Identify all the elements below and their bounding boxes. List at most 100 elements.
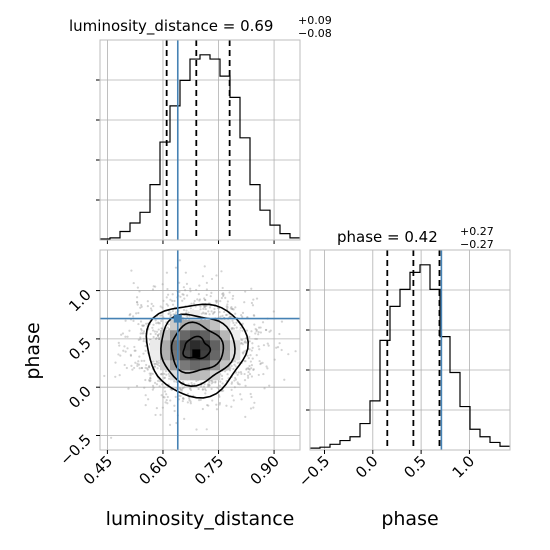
sample-point (156, 333, 160, 337)
sample-point (151, 384, 155, 387)
sample-point (229, 315, 232, 318)
sample-point (150, 372, 153, 375)
sample-point (148, 366, 151, 369)
title-phase: phase = 0.42 (337, 228, 438, 246)
density-cell (200, 360, 211, 371)
sample-point (147, 398, 150, 401)
sample-point (178, 259, 181, 262)
sample-point (110, 436, 113, 439)
sample-point (160, 314, 164, 317)
sample-point (157, 334, 160, 337)
sample-point (234, 312, 237, 315)
sample-point (163, 386, 166, 389)
sample-point (127, 387, 130, 390)
sample-point (122, 349, 125, 352)
sample-point (182, 308, 186, 312)
sample-point (121, 332, 125, 335)
sample-point (201, 388, 204, 391)
sample-point (210, 310, 213, 313)
sample-point (141, 324, 144, 327)
density-contour-2 (170, 321, 225, 374)
sample-point (183, 289, 187, 292)
sample-point (280, 320, 284, 323)
sample-point (157, 361, 161, 365)
sample-point (205, 304, 208, 308)
luminosity-distance-histogram-step (100, 54, 300, 240)
sample-point (183, 297, 186, 300)
sample-point (268, 384, 271, 387)
x-tick-label-phase: 0.0 (352, 452, 382, 482)
sample-point (201, 407, 204, 411)
sample-point (195, 428, 198, 431)
sample-point (207, 383, 211, 386)
sample-point (187, 311, 190, 314)
sample-point (250, 301, 254, 305)
sample-point (253, 314, 256, 317)
sample-point (182, 397, 185, 400)
sample-point (230, 364, 233, 368)
sample-point (265, 328, 268, 332)
sample-point (203, 297, 206, 300)
sample-point (181, 299, 184, 302)
sample-point (205, 281, 208, 284)
sample-point (230, 382, 233, 385)
sample-point (241, 311, 245, 314)
sample-point (175, 386, 178, 390)
sample-point (151, 329, 155, 332)
density-cell (170, 340, 181, 351)
sample-point (236, 373, 239, 376)
title-luminosity-distance-plus: +0.09 (298, 14, 332, 27)
sample-point (123, 345, 126, 348)
sample-point (146, 367, 149, 370)
sample-point (189, 402, 192, 405)
sample-point (220, 374, 224, 377)
sample-point (144, 349, 147, 352)
sample-point (243, 379, 247, 382)
sample-point (189, 386, 192, 390)
sample-point (215, 299, 219, 302)
sample-point (224, 296, 227, 300)
sample-point (259, 362, 262, 366)
sample-point (221, 382, 224, 385)
sample-point (165, 296, 168, 299)
sample-point (252, 298, 255, 301)
sample-point (133, 345, 136, 349)
sample-point (153, 330, 156, 333)
sample-point (223, 370, 227, 373)
sample-point (190, 302, 193, 305)
sample-point (230, 315, 233, 318)
sample-point (161, 406, 164, 409)
sample-point (257, 331, 260, 334)
sample-point (153, 362, 156, 366)
sample-point (250, 375, 254, 378)
sample-point (188, 397, 191, 400)
sample-point (221, 314, 224, 317)
sample-point (245, 329, 249, 332)
sample-point (239, 326, 242, 330)
sample-point (185, 282, 189, 285)
sample-point (171, 310, 174, 313)
sample-point (144, 344, 147, 348)
sample-point (155, 330, 159, 333)
sample-point (193, 382, 196, 386)
density-contour-3 (182, 335, 212, 360)
sample-point (169, 314, 172, 317)
sample-point (226, 303, 229, 306)
sample-point (182, 293, 185, 296)
sample-point (211, 312, 215, 315)
sample-point (154, 332, 157, 336)
sample-point (152, 360, 155, 363)
sample-point (211, 381, 214, 384)
sample-point (203, 312, 206, 315)
sample-point (205, 293, 208, 297)
sample-point (160, 394, 163, 397)
sample-point (133, 349, 136, 352)
sample-point (174, 395, 177, 398)
sample-point (61, 409, 63, 411)
sample-point (239, 393, 242, 396)
sample-point (124, 319, 127, 322)
sample-point (165, 393, 168, 396)
sample-point (200, 312, 203, 315)
sample-point (210, 387, 213, 391)
sample-point (199, 308, 202, 311)
